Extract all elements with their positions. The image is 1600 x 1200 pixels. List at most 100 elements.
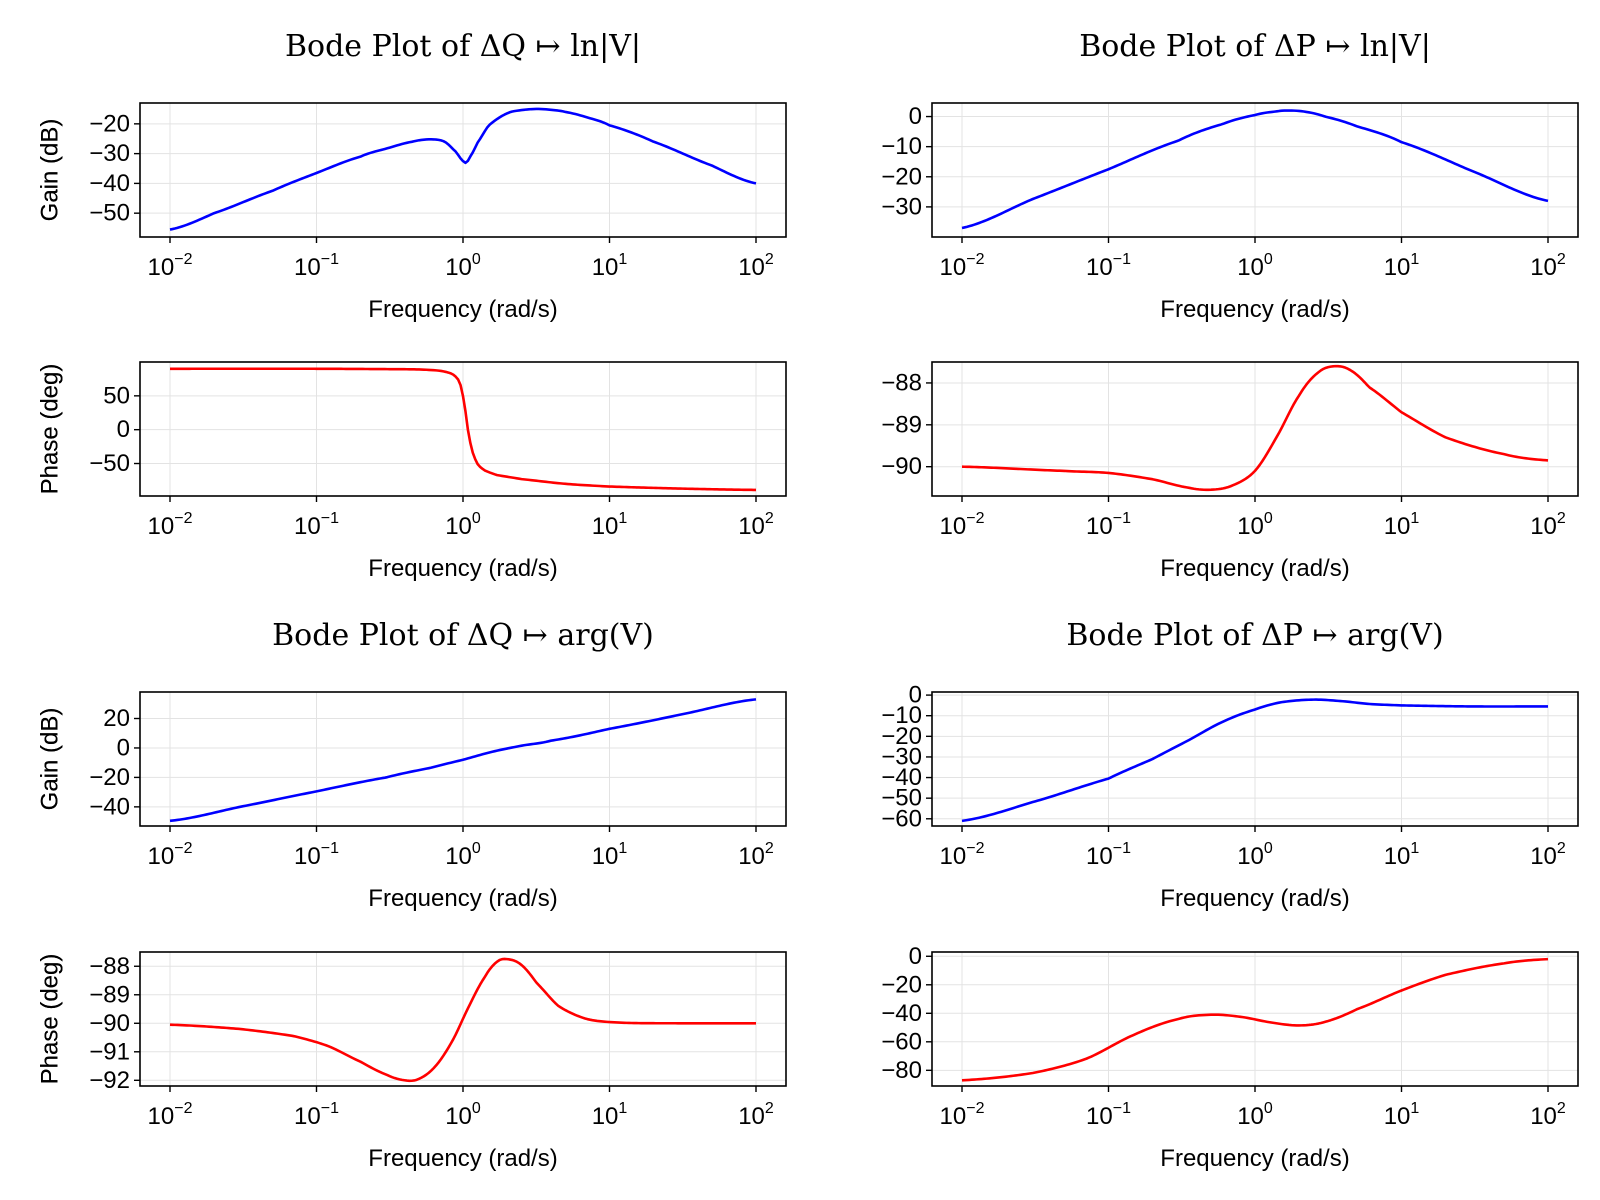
y-axis-label: Gain (dB) — [37, 119, 64, 222]
x-tick-exponent: −1 — [1113, 1100, 1131, 1117]
chart-title: Bode Plot of ΔQ ↦ ln|V| — [285, 29, 641, 64]
x-tick-exponent: 0 — [472, 840, 481, 857]
x-tick-exponent: 2 — [765, 840, 774, 857]
gain-series-line — [169, 698, 757, 823]
y-tick-label: 0 — [909, 943, 922, 970]
chart-title: Bode Plot of ΔP ↦ ln|V| — [1079, 29, 1431, 64]
x-axis-label: Frequency (rad/s) — [1160, 555, 1349, 582]
chart-4: Bode Plot of ΔP ↦ arg(V)0−10−20−30−40−50… — [37, 618, 1579, 1172]
y-tick-label: −60 — [881, 1028, 922, 1055]
x-tick-label: 102 — [738, 1100, 774, 1130]
x-tick-label: 100 — [1237, 251, 1273, 281]
x-tick-exponent: 0 — [1264, 251, 1273, 268]
y-tick-label: 0 — [117, 416, 130, 443]
x-tick-exponent: 0 — [1264, 840, 1273, 857]
x-tick-label: 101 — [1384, 251, 1420, 281]
x-tick-exponent: −2 — [966, 510, 984, 527]
x-tick-exponent: 2 — [765, 510, 774, 527]
x-tick-label: 10−1 — [1086, 1100, 1131, 1130]
x-tick-exponent: −2 — [174, 840, 192, 857]
x-tick-label: 10−1 — [294, 840, 339, 870]
x-tick-label: 10−2 — [148, 840, 193, 870]
y-tick-label: −10 — [881, 702, 922, 729]
x-tick-exponent: 1 — [618, 840, 627, 857]
x-tick-label: 102 — [738, 510, 774, 540]
x-tick-label: 101 — [592, 840, 628, 870]
y-tick-label: −50 — [89, 200, 130, 227]
x-tick-exponent: 0 — [472, 510, 481, 527]
y-axis-label: Phase (deg) — [37, 954, 64, 1085]
gain-series-line — [961, 109, 1549, 230]
x-tick-exponent: −2 — [966, 1100, 984, 1117]
y-tick-label: −89 — [89, 981, 130, 1008]
y-tick-label: −90 — [89, 1010, 130, 1037]
x-tick-exponent: −2 — [966, 840, 984, 857]
y-tick-label: −20 — [881, 971, 922, 998]
x-tick-label: 100 — [1237, 1100, 1273, 1130]
y-tick-label: −50 — [881, 785, 922, 812]
x-tick-exponent: −1 — [1113, 251, 1131, 268]
x-tick-exponent: 2 — [765, 251, 774, 268]
x-tick-exponent: 2 — [1557, 251, 1566, 268]
x-axis-label: Frequency (rad/s) — [368, 885, 557, 912]
y-axis-label: Gain (dB) — [37, 119, 64, 222]
x-tick-exponent: 1 — [618, 510, 627, 527]
x-tick-label: 10−2 — [148, 251, 193, 281]
x-axis-label: Frequency (rad/s) — [1160, 1145, 1349, 1172]
y-tick-label: −20 — [89, 110, 130, 137]
x-tick-label: 10−1 — [294, 510, 339, 540]
y-tick-label: −50 — [89, 450, 130, 477]
y-tick-label: −90 — [881, 453, 922, 480]
phase-series-line — [961, 957, 1549, 1082]
y-axis-label: Gain (dB) — [37, 708, 64, 811]
x-tick-label: 100 — [1237, 840, 1273, 870]
x-tick-exponent: −2 — [174, 510, 192, 527]
x-tick-exponent: 0 — [472, 251, 481, 268]
x-tick-exponent: 1 — [618, 1100, 627, 1117]
x-tick-exponent: 2 — [765, 1100, 774, 1117]
y-tick-label: −40 — [89, 793, 130, 820]
y-tick-label: −88 — [89, 953, 130, 980]
phase-series-line — [170, 367, 757, 492]
x-tick-exponent: −1 — [321, 1100, 339, 1117]
y-tick-label: 20 — [103, 705, 130, 732]
y-tick-label: −20 — [881, 163, 922, 190]
y-tick-label: −80 — [881, 1057, 922, 1084]
y-tick-label: −92 — [89, 1067, 130, 1094]
y-tick-label: −40 — [881, 1000, 922, 1027]
y-tick-label: −20 — [881, 723, 922, 750]
x-tick-label: 102 — [738, 840, 774, 870]
x-tick-label: 10−1 — [1086, 510, 1131, 540]
y-tick-label: 0 — [909, 103, 922, 130]
y-axis-label: Gain (dB) — [37, 708, 64, 811]
y-tick-label: −91 — [89, 1038, 130, 1065]
x-tick-label: 102 — [738, 251, 774, 281]
y-tick-label: 0 — [909, 682, 922, 709]
x-tick-exponent: −1 — [321, 510, 339, 527]
phase-series-line — [169, 957, 756, 1083]
x-tick-exponent: 2 — [1557, 840, 1566, 857]
x-tick-exponent: −2 — [174, 251, 192, 268]
x-tick-label: 10−2 — [940, 1100, 985, 1130]
x-tick-exponent: −1 — [1113, 510, 1131, 527]
y-tick-label: −30 — [881, 193, 922, 220]
x-axis-label: Frequency (rad/s) — [368, 555, 557, 582]
x-tick-label: 10−2 — [940, 840, 985, 870]
x-tick-exponent: 2 — [1557, 1100, 1566, 1117]
x-tick-exponent: −1 — [1113, 840, 1131, 857]
x-tick-label: 101 — [592, 510, 628, 540]
x-tick-label: 10−2 — [148, 510, 193, 540]
x-tick-exponent: 0 — [1264, 1100, 1273, 1117]
x-tick-label: 101 — [1384, 840, 1420, 870]
chart-title: Bode Plot of ΔQ ↦ arg(V) — [272, 618, 654, 653]
x-tick-label: 10−2 — [940, 510, 985, 540]
x-tick-label: 100 — [1237, 510, 1273, 540]
x-tick-label: 100 — [445, 1100, 481, 1130]
x-tick-label: 102 — [1530, 840, 1566, 870]
gain-series-line — [169, 107, 757, 231]
x-tick-exponent: 1 — [1410, 1100, 1419, 1117]
